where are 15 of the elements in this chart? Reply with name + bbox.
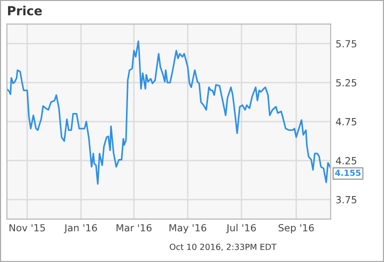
x-tick-label: Jan '16 xyxy=(64,224,97,234)
y-tick-label: 4.75 xyxy=(336,118,356,126)
text: Oct 10 2016, 2:33PM EDT xyxy=(170,244,277,251)
y-tick-label: 5.75 xyxy=(336,40,356,48)
x-tick-label: Mar '16 xyxy=(116,224,152,232)
chart-title: Price xyxy=(8,6,42,16)
x-tick-label: Jul '16 xyxy=(226,224,256,234)
y-tick-label: 5.25 xyxy=(336,79,356,86)
line-series xyxy=(6,40,331,185)
x-tick-label: Nov '15 xyxy=(10,224,45,232)
annotation: 4.155 xyxy=(335,170,361,176)
y-tick-label: 4.25 xyxy=(336,157,356,164)
x-tick-label: May '16 xyxy=(170,224,206,234)
x-tick-label: Sep '16 xyxy=(278,224,314,234)
y-tick-label: 3.75 xyxy=(336,196,356,204)
